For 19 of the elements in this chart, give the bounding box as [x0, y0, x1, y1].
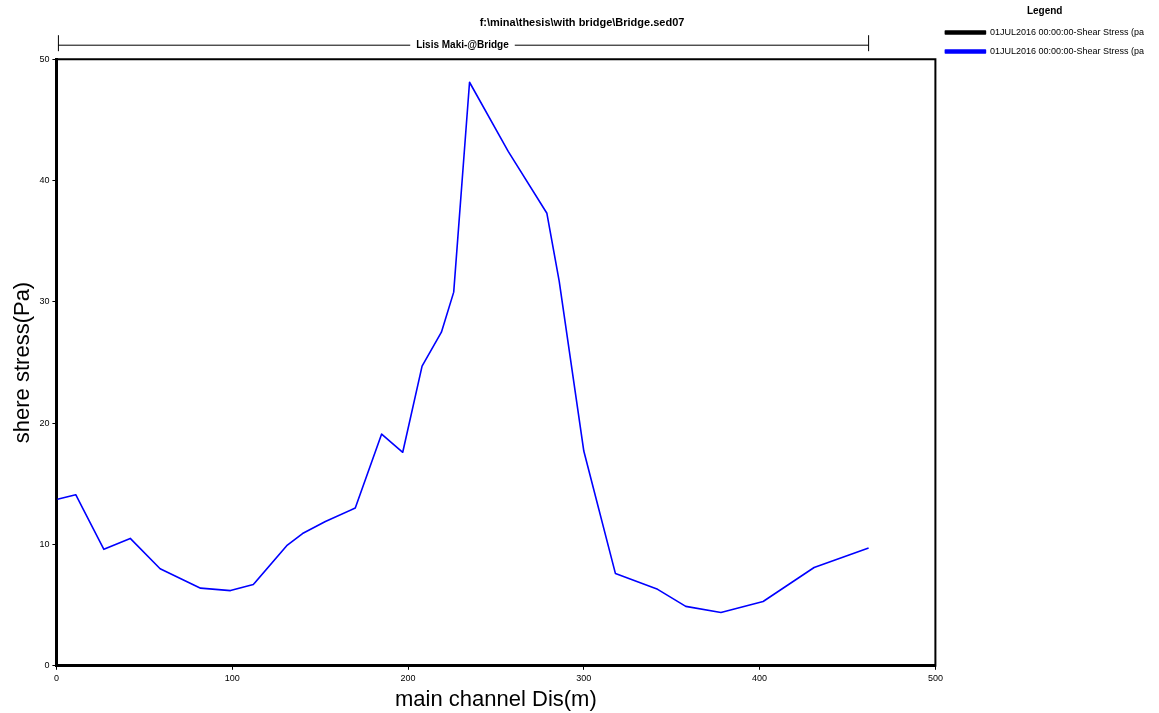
y-tick-label: 30 — [39, 296, 50, 307]
chart-title: f:\mina\thesis\with bridge\Bridge.sed07 — [479, 15, 685, 28]
x-tick-label: 400 — [752, 672, 768, 683]
chart-subtitle: Lisis Maki-@Bridge — [416, 38, 510, 50]
y-tick-label: 50 — [39, 53, 50, 64]
legend-label: 01JUL2016 00:00:00-Shear Stress (pa — [989, 26, 1145, 37]
x-tick-label: 0 — [53, 672, 59, 683]
y-tick-label: 40 — [39, 175, 50, 185]
y-tick-label: 0 — [44, 660, 50, 671]
legend-label: 01JUL2016 00:00:00-Shear Stress (pa — [989, 45, 1145, 56]
legend-title: Legend — [1026, 4, 1063, 16]
x-tick-label: 500 — [927, 672, 943, 683]
x-tick-label: 200 — [400, 672, 416, 683]
x-tick-label: 100 — [224, 672, 240, 683]
y-tick-label: 10 — [39, 538, 50, 549]
x-tick-label: 300 — [576, 672, 592, 683]
y-tick-label: 20 — [39, 417, 50, 428]
y-axis-title: shere stress(Pa) — [9, 281, 35, 444]
x-axis-title: main channel Dis(m) — [395, 685, 597, 711]
